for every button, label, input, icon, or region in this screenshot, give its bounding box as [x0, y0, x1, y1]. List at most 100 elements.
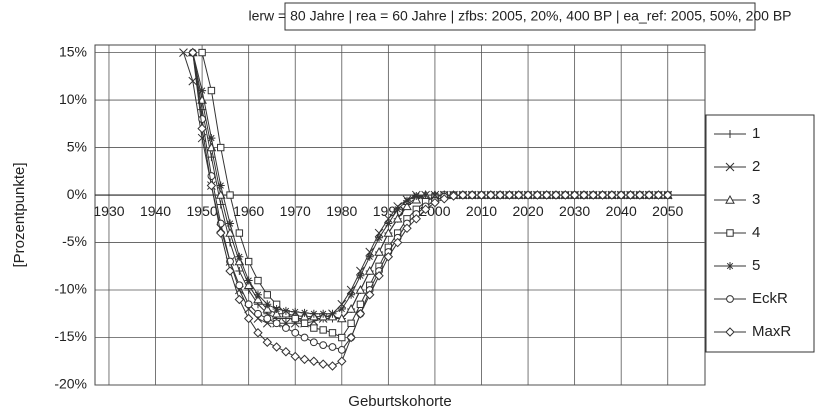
marker	[412, 192, 421, 201]
x-axis-label: Geburtskohorte	[348, 393, 451, 410]
marker	[272, 319, 281, 328]
legend-label: MaxR	[752, 323, 791, 340]
marker	[253, 328, 263, 338]
marker	[290, 351, 300, 362]
marker	[588, 190, 598, 200]
marker	[365, 290, 375, 300]
marker	[226, 219, 235, 228]
marker	[262, 303, 273, 313]
marker	[383, 252, 394, 262]
legend-label: 4	[752, 224, 760, 241]
marker	[271, 308, 282, 318]
marker	[338, 333, 346, 342]
marker	[402, 201, 412, 211]
marker	[197, 123, 207, 134]
marker	[356, 300, 365, 308]
marker	[560, 190, 571, 200]
marker	[635, 190, 645, 200]
marker	[207, 86, 216, 95]
marker	[206, 180, 217, 191]
marker	[420, 204, 431, 215]
x-tick-label: 1960	[233, 203, 264, 219]
marker	[541, 190, 552, 200]
marker	[402, 223, 412, 234]
marker	[726, 130, 734, 138]
marker	[272, 300, 281, 308]
marker	[225, 266, 235, 276]
marker	[217, 143, 225, 152]
marker	[356, 271, 365, 280]
marker	[291, 314, 299, 323]
legend-label: 1	[752, 125, 760, 142]
marker	[374, 247, 384, 256]
marker	[725, 162, 735, 172]
marker	[726, 295, 734, 303]
marker	[254, 309, 262, 318]
marker	[235, 229, 244, 237]
marker	[725, 194, 735, 204]
marker	[476, 190, 487, 200]
marker	[392, 213, 403, 223]
marker	[243, 280, 254, 289]
title-box	[284, 2, 756, 31]
marker	[281, 306, 290, 315]
marker	[402, 196, 411, 205]
marker	[319, 341, 328, 350]
marker	[411, 214, 422, 224]
marker	[179, 48, 188, 57]
marker	[365, 252, 374, 261]
marker	[291, 307, 300, 316]
x-tick-label: 2050	[652, 203, 683, 219]
marker	[198, 86, 207, 95]
marker	[375, 233, 384, 242]
marker	[263, 300, 272, 309]
marker	[458, 190, 468, 200]
marker	[532, 190, 543, 200]
marker	[300, 319, 309, 327]
marker	[310, 324, 318, 332]
marker	[337, 345, 346, 354]
marker	[430, 197, 440, 208]
legend-box	[705, 114, 815, 353]
marker	[514, 190, 524, 200]
y-tick-label: 15%	[59, 43, 87, 59]
y-axis-label: [Prozentpunkte]	[11, 162, 28, 267]
marker	[336, 313, 347, 323]
marker	[616, 190, 626, 200]
legend-label: 3	[752, 191, 760, 208]
marker	[235, 252, 244, 261]
marker	[328, 343, 337, 351]
marker	[486, 190, 496, 200]
marker	[244, 300, 253, 309]
marker	[644, 190, 654, 200]
marker	[271, 342, 282, 352]
y-tick-label: -10%	[54, 281, 87, 297]
marker	[263, 314, 272, 323]
marker	[299, 354, 310, 365]
marker	[319, 309, 328, 318]
marker	[309, 338, 318, 347]
marker	[300, 333, 309, 342]
marker	[309, 356, 319, 366]
y-tick-label: 10%	[59, 91, 87, 107]
marker	[726, 262, 734, 270]
marker	[300, 308, 309, 317]
marker	[504, 190, 515, 200]
marker	[337, 305, 346, 314]
marker	[226, 191, 234, 199]
marker	[198, 115, 206, 123]
marker	[439, 194, 449, 204]
x-tick-label: 1950	[187, 203, 218, 219]
marker	[244, 276, 253, 285]
y-tick-label: 0%	[67, 186, 87, 202]
marker	[569, 190, 580, 200]
marker	[355, 309, 366, 319]
marker	[243, 313, 254, 324]
marker	[495, 190, 505, 200]
marker	[282, 324, 290, 332]
marker	[383, 228, 394, 237]
marker	[309, 309, 318, 318]
x-tick-label: 1970	[280, 203, 311, 219]
marker	[392, 237, 403, 248]
legend-label: 5	[752, 257, 760, 274]
